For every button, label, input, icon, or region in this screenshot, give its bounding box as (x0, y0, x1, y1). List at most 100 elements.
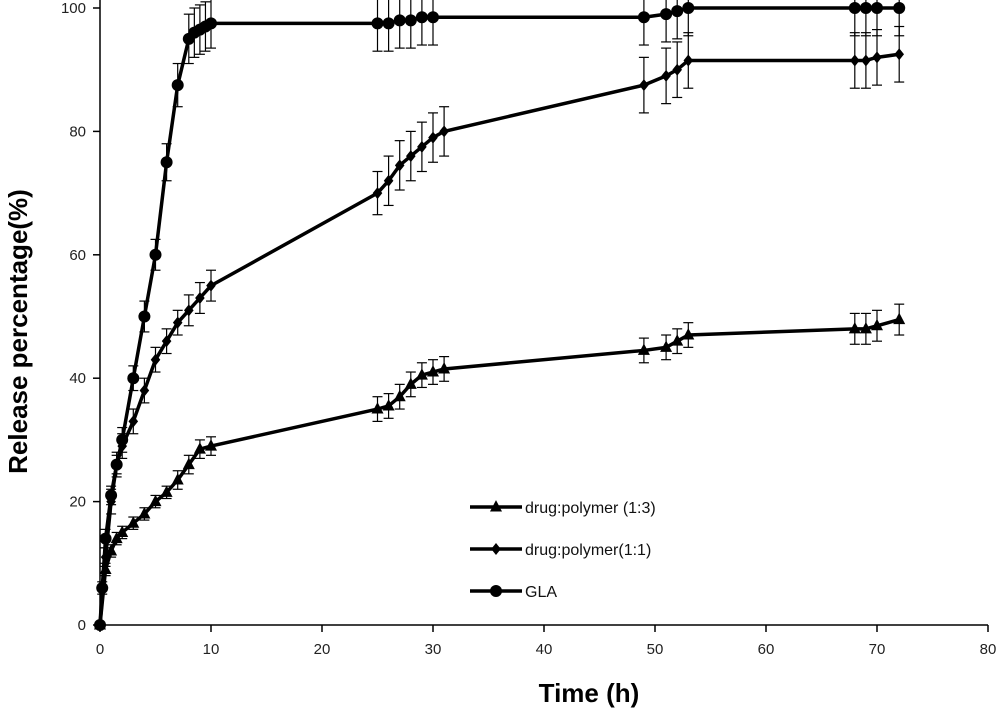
data-point (172, 316, 183, 329)
data-point (672, 63, 682, 76)
plot-area (94, 0, 906, 631)
x-axis-ticks: 0 10 20 30 40 50 60 70 80 (96, 625, 997, 658)
data-point (848, 2, 861, 14)
data-point (861, 54, 871, 67)
data-point (394, 159, 405, 172)
data-point (859, 2, 872, 14)
data-point (683, 54, 694, 67)
data-point (660, 8, 673, 21)
x-tick-label: 10 (203, 641, 220, 658)
legend-entry: drug:polymer (1:3) (470, 500, 656, 517)
legend-entry: drug:polymer(1:1) (470, 542, 651, 559)
series-circle (94, 0, 906, 631)
series-line (98, 52, 900, 626)
legend-label: drug:polymer (1:3) (525, 500, 656, 517)
data-point (383, 174, 394, 187)
data-point (139, 384, 150, 397)
legend-marker (491, 543, 501, 555)
data-point (893, 2, 906, 14)
data-point (404, 14, 417, 27)
data-point (439, 125, 449, 138)
legend: drug:polymer (1:3) drug:polymer(1:1) GLA (470, 500, 656, 601)
data-point (116, 433, 129, 446)
data-point (99, 532, 112, 545)
y-axis-title: Release percentage(%) (3, 189, 33, 474)
data-point (671, 5, 684, 18)
series-line (98, 317, 900, 626)
x-tick-label: 0 (96, 641, 104, 658)
data-point (639, 79, 649, 92)
x-tick-label: 50 (647, 641, 664, 658)
y-tick-label: 0 (78, 617, 86, 634)
data-point (382, 17, 395, 30)
x-axis-title: Time (h) (539, 678, 640, 708)
legend-marker (490, 585, 502, 597)
data-points (94, 2, 906, 631)
x-tick-label: 40 (536, 641, 553, 658)
data-point (848, 321, 861, 334)
data-point (128, 415, 139, 428)
data-point (682, 2, 695, 14)
data-point (184, 304, 194, 317)
data-point (138, 507, 151, 519)
y-tick-label: 20 (69, 494, 86, 511)
data-point (871, 318, 883, 331)
x-tick-label: 30 (425, 641, 442, 658)
x-tick-label: 80 (980, 641, 997, 658)
data-point (660, 340, 673, 352)
data-point (428, 131, 438, 144)
series-line (98, 6, 900, 626)
data-point (171, 473, 184, 485)
data-point (415, 11, 428, 24)
x-tick-label: 20 (314, 641, 331, 658)
y-tick-label: 60 (69, 247, 86, 264)
data-point (149, 494, 162, 507)
data-point (105, 489, 118, 502)
data-point (415, 368, 428, 380)
data-point (404, 377, 417, 389)
data-point (393, 389, 406, 402)
data-point (427, 365, 439, 377)
data-point (661, 69, 671, 82)
y-tick-label: 40 (69, 370, 86, 387)
data-point (671, 334, 684, 346)
data-point (193, 442, 206, 454)
data-point (872, 51, 882, 64)
data-point (149, 248, 162, 261)
data-point (96, 581, 109, 594)
data-point (110, 458, 123, 471)
data-point (127, 372, 140, 385)
data-point (116, 525, 129, 537)
data-point (205, 17, 217, 30)
legend-marker (490, 500, 502, 512)
data-points (94, 312, 906, 630)
data-point (637, 343, 650, 355)
data-points (95, 48, 904, 631)
x-tick-label: 60 (758, 641, 775, 658)
error-bars (97, 0, 905, 595)
x-tick-label: 70 (869, 641, 886, 658)
data-point (372, 187, 383, 200)
data-point (871, 2, 883, 14)
data-point (110, 531, 123, 544)
data-point (682, 328, 695, 340)
axes (99, 0, 988, 626)
y-axis-ticks: 0 20 40 60 80 100 (61, 0, 100, 634)
data-point (150, 353, 161, 366)
error-bars (100, 303, 905, 577)
data-point (160, 156, 173, 169)
data-point (859, 321, 872, 334)
data-point (182, 457, 195, 470)
data-point (371, 402, 384, 414)
data-point (161, 335, 172, 348)
data-point (205, 439, 217, 451)
data-point (371, 17, 384, 30)
data-point (894, 48, 904, 61)
data-point (127, 516, 140, 528)
series-diamond (95, 25, 905, 631)
data-point (206, 279, 216, 292)
y-tick-label: 80 (69, 123, 86, 140)
data-point (195, 291, 205, 304)
data-point (850, 54, 860, 67)
data-point (406, 150, 416, 163)
